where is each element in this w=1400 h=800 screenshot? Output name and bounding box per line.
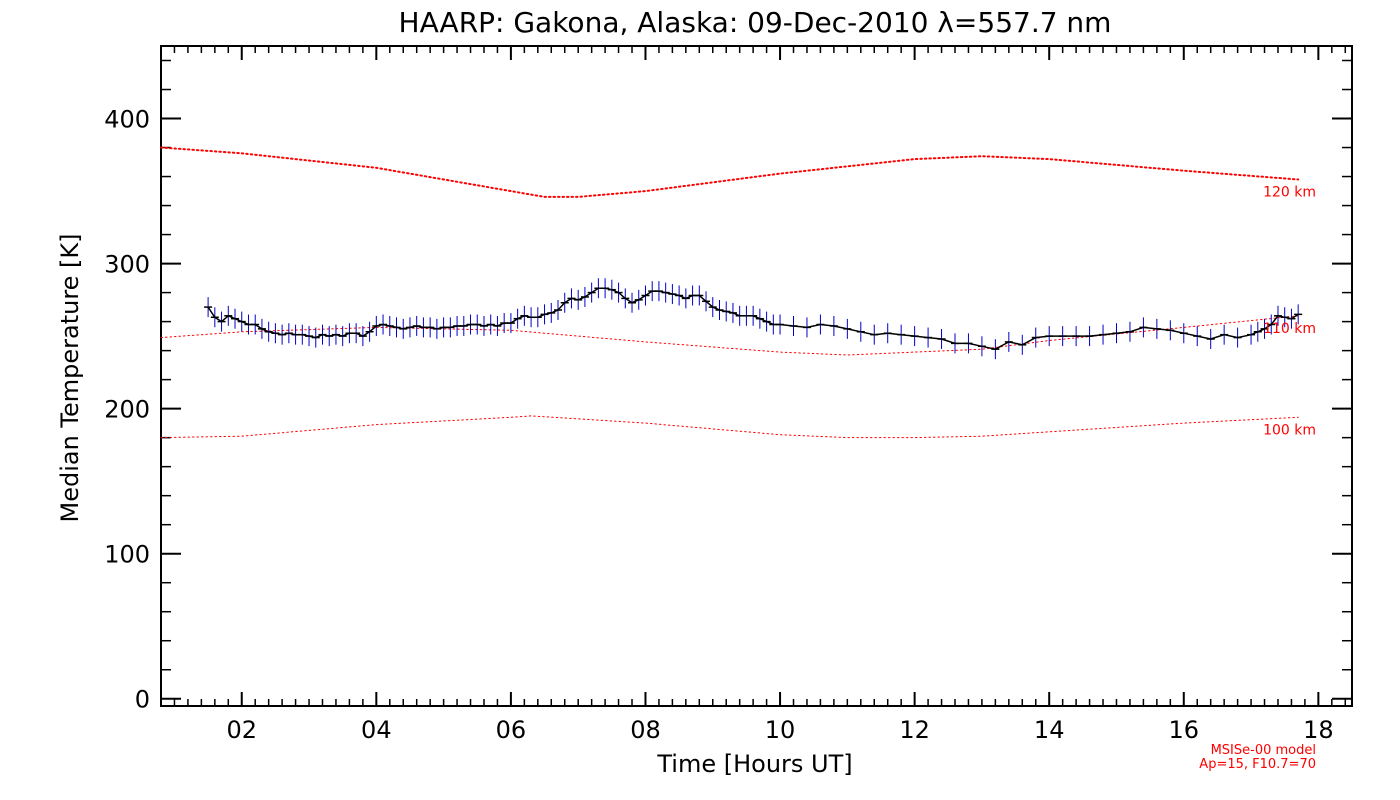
model-annotation: MSISe-00 model [1211,743,1316,758]
model-curve-label: 110 km [1263,321,1316,337]
y-tick-label: 100 [104,541,150,569]
x-tick-label: 06 [496,716,527,744]
tick-labels: 02 04 06 08 10 12 14 16 18 0 100 200 300 400 [104,106,1333,744]
series-labels: 120 km 110 km 100 km [1263,184,1316,438]
measured-series [204,278,1303,360]
y-tick-label: 200 [104,396,150,424]
x-tick-label: 14 [1034,716,1065,744]
x-tick-label: 08 [630,716,661,744]
model-curve-line [160,315,1299,356]
x-tick-label: 18 [1303,716,1334,744]
plot-frame [160,45,1353,707]
y-tick-label: 400 [104,106,150,134]
model-curve-label: 120 km [1263,184,1316,200]
model-params-annotation: Ap=15, F10.7=70 [1199,757,1316,772]
x-tick-label: 12 [899,716,930,744]
x-tick-label: 02 [226,716,257,744]
model-curve-line [160,415,1299,439]
chart-title: HAARP: Gakona, Alaska: 09-Dec-2010 λ=557… [399,6,1112,39]
x-axis-label: Time [Hours UT] [656,750,852,778]
model-curve-label: 100 km [1263,422,1316,438]
model-curve-line [160,146,1300,198]
x-tick-label: 10 [765,716,796,744]
x-tick-label: 04 [361,716,392,744]
model-curves [160,146,1300,439]
y-axis-label: Median Temperature [K] [56,233,84,522]
y-tick-label: 300 [104,251,150,279]
y-tick-label: 0 [135,686,150,714]
x-tick-label: 16 [1169,716,1200,744]
axis-ticks [160,46,1352,706]
